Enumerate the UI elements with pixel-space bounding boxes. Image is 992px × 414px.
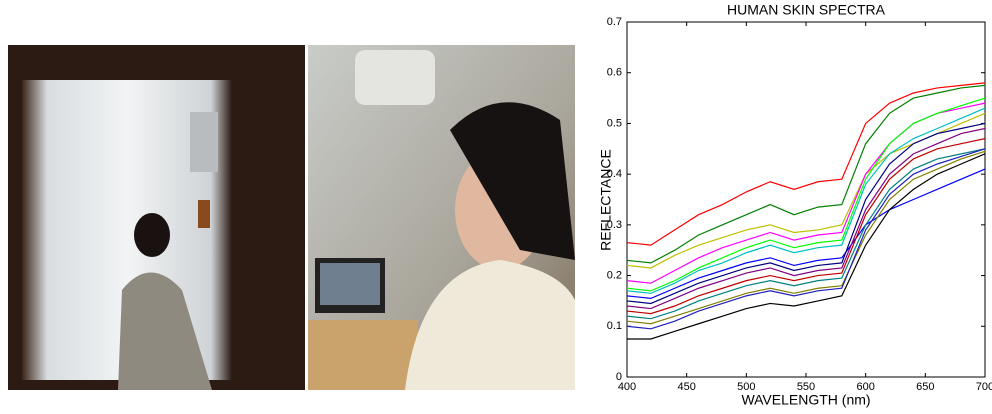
x-tick-label: 450 [677, 381, 695, 393]
y-tick-label: 0.6 [607, 67, 622, 79]
y-axis-label: REFLECTANCE [598, 149, 614, 251]
photo-measurement [308, 45, 575, 390]
x-tick-label: 500 [737, 381, 755, 393]
chart-title: HUMAN SKIN SPECTRA [727, 2, 886, 18]
series-line [627, 85, 985, 263]
x-axis-label: WAVELENGTH (nm) [741, 392, 870, 408]
x-tick-label: 550 [797, 381, 815, 393]
x-tick-label: 700 [976, 381, 992, 393]
series-line [627, 129, 985, 309]
series-line [627, 103, 985, 283]
y-tick-label: 0.4 [607, 168, 622, 180]
plot-frame [627, 22, 985, 377]
y-tick-label: 0.2 [607, 269, 622, 281]
series-line [627, 123, 985, 303]
photo-booth [8, 45, 305, 390]
y-tick-label: 0.5 [607, 117, 622, 129]
y-tick-label: 0.7 [607, 16, 622, 28]
page: HUMAN SKIN SPECTRA WAVELENGTH (nm) REFLE… [0, 0, 992, 414]
x-tick-label: 650 [916, 381, 934, 393]
x-tick-label: 400 [618, 381, 636, 393]
series-line [627, 83, 985, 245]
x-tick-label: 600 [856, 381, 874, 393]
y-tick-label: 0.3 [607, 219, 622, 231]
y-tick-label: 0.1 [607, 320, 622, 332]
series-line [627, 149, 985, 329]
series-line [627, 98, 985, 291]
series-line [627, 169, 985, 298]
